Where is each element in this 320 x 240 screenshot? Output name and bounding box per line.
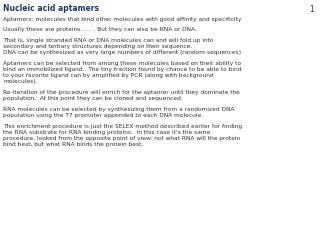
Text: Aptamers: molecules that bind other molecules with good affinity and specificity: Aptamers: molecules that bind other mole… [3, 17, 241, 22]
Text: Re-iteration of the procedure will enrich for the aptamer until they dominate th: Re-iteration of the procedure will enric… [3, 90, 240, 101]
Text: That is, single stranded RNA or DNA molecules can and will fold up into
secondar: That is, single stranded RNA or DNA mole… [3, 38, 241, 55]
Text: Aptamers can be selected from among these molecules based on their ability to
bi: Aptamers can be selected from among thes… [3, 61, 241, 84]
Text: Nucleic acid aptamers: Nucleic acid aptamers [3, 4, 99, 13]
Text: Usually these are proteins . . . . But they can also be RNA or DNA.: Usually these are proteins . . . . But t… [3, 27, 197, 32]
Text: This enrichment procedure is just the SELEX method described earlier for finding: This enrichment procedure is just the SE… [3, 124, 242, 147]
Text: RNA molecules can be selected by synthesizing them from a randomized DNA
populat: RNA molecules can be selected by synthes… [3, 107, 235, 118]
Text: 1: 1 [309, 5, 314, 14]
